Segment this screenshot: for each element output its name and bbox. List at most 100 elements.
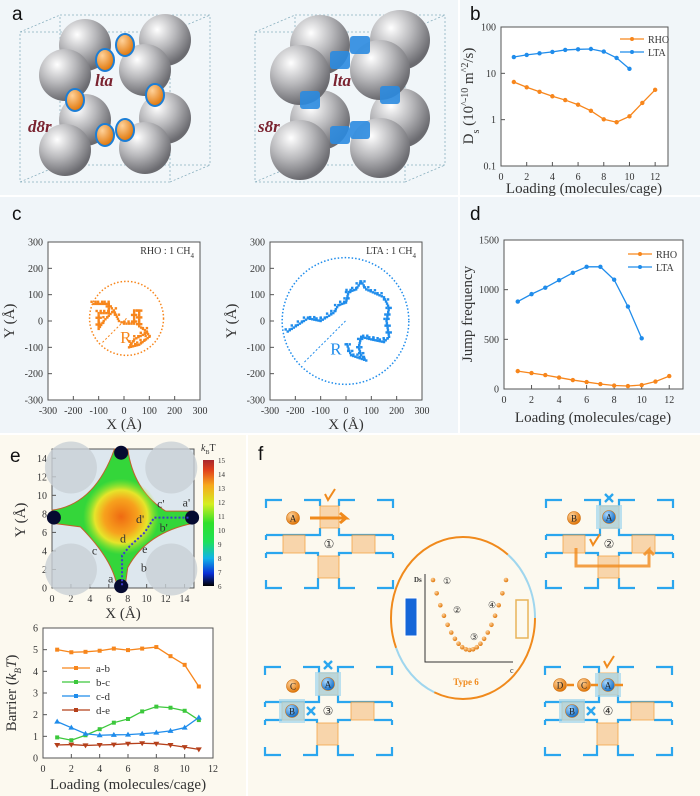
data-point: [153, 741, 160, 747]
trajectory-point: [346, 292, 350, 296]
y-tick-label: 0: [260, 317, 265, 328]
y-label-part: s: [471, 129, 482, 133]
trajectory-point: [357, 344, 361, 347]
data-point: [110, 731, 117, 737]
trajectory-point: [380, 295, 383, 298]
x-axis-label: Loading (molecules/cage): [506, 181, 662, 197]
trajectory-point: [130, 320, 134, 323]
data-point: [575, 47, 581, 52]
inset-curve-point: [489, 622, 494, 628]
trajectory-point: [388, 324, 391, 327]
y-tick-label: -200: [247, 369, 265, 380]
data-point: [55, 647, 60, 652]
trajectory-point: [386, 304, 390, 307]
cage-sphere: [39, 49, 91, 101]
trajectory-point: [143, 332, 147, 335]
data-point: [601, 117, 606, 122]
data-point: [584, 379, 589, 385]
inset-step: ④: [488, 600, 496, 610]
trajectory-point: [135, 337, 138, 340]
trajectory-point: [387, 317, 390, 321]
x-tick-label: 4: [557, 395, 562, 406]
trajectory-point: [105, 311, 108, 315]
trajectory-point: [138, 316, 141, 319]
data-point: [584, 264, 589, 270]
trajectory-point: [141, 326, 145, 330]
x-axis-label: Loading (molecules/cage): [515, 410, 671, 426]
x-tick-label: -100: [89, 406, 107, 417]
chart-diffusivity: 0 2 4 6 8 10 12 0.1 1 10 100 RHO LTA Loading (molecul…: [460, 23, 670, 198]
chart-jump-frequency: 0 2 4 6 8 10 12 0 500 1000 1500 RHO LTA Loading (mole…: [460, 236, 684, 426]
check-icon: [603, 655, 615, 670]
trajectory-point: [353, 288, 356, 292]
trajectory-point: [103, 302, 106, 306]
yl: k: [4, 673, 20, 680]
x-tick-label: 6: [584, 395, 589, 406]
trajectory-point: [292, 326, 296, 329]
trajectory-point: [364, 336, 367, 340]
data-point: [598, 264, 603, 270]
legend-label: c-d: [96, 691, 111, 703]
zeolite-structure-rho: lta d8r: [19, 14, 211, 183]
inset-curve-point: [430, 577, 436, 583]
panel-label-e: e: [10, 446, 21, 467]
data-point: [667, 373, 672, 379]
trajectory-point: [389, 306, 392, 310]
trajectory-point: [362, 336, 365, 339]
y-tick-label: 4: [33, 667, 38, 678]
inset-curve-point: [434, 591, 439, 596]
trajectory-point: [107, 300, 110, 303]
y-axis-label: Y (Å): [13, 503, 29, 538]
y-tick-label: -200: [25, 369, 43, 380]
x-tick-label: 8: [125, 594, 130, 605]
trajectory-point: [363, 286, 366, 289]
data-point: [154, 704, 159, 709]
plot-area: [500, 26, 669, 167]
data-point: [125, 741, 131, 747]
inset-curve-point: [470, 647, 476, 652]
x-tick-label: -200: [64, 406, 82, 417]
x-tick-label: 10: [637, 395, 647, 406]
trajectory-point: [313, 315, 316, 319]
trajectory-point: [385, 319, 388, 323]
cage-label: lta: [333, 71, 351, 90]
inset-curve-point: [441, 613, 447, 618]
colorbar-tick-label: 9: [218, 541, 222, 549]
trajectory-point: [358, 341, 361, 345]
colorbar-tick-label: 14: [218, 471, 226, 479]
trajectory-point: [367, 289, 370, 292]
trajectory-point: [385, 322, 389, 325]
trajectory-point: [349, 351, 352, 355]
trajectory-point: [348, 343, 351, 346]
molecule-C: [577, 678, 591, 692]
trajectory-point: [135, 309, 139, 312]
radius-label: R: [330, 339, 342, 358]
trajectory-point: [365, 359, 368, 362]
trajectory-point: [345, 288, 348, 292]
data-point: [627, 66, 632, 72]
pore-cell-1: ①A: [264, 488, 395, 590]
trajectory-point: [100, 323, 103, 327]
trajectory-point: [384, 339, 387, 342]
trajectory-point: [358, 339, 362, 343]
y-axis-label: Y (Å): [2, 304, 18, 339]
y-tick-label: 4: [42, 546, 47, 557]
y-tick-label: 1000: [479, 285, 499, 296]
trajectory-point: [343, 297, 346, 300]
trajectory-point: [356, 337, 360, 341]
data-point: [139, 741, 146, 747]
trajectory-point: [140, 322, 143, 326]
framework-wall: [264, 498, 395, 590]
trajectory-point: [345, 343, 349, 346]
data-point: [556, 278, 562, 283]
trajectory-point: [385, 302, 389, 305]
trajectory-point: [319, 319, 322, 323]
trajectory-point: [94, 302, 97, 306]
cross-icon: [604, 493, 614, 503]
trajectory-point: [120, 321, 123, 324]
trajectory-point: [363, 280, 366, 283]
y-tick-label: -100: [247, 343, 265, 354]
x-tick-label: -100: [311, 406, 329, 417]
trajectory-point: [383, 317, 386, 321]
trajectory-point: [146, 332, 150, 336]
